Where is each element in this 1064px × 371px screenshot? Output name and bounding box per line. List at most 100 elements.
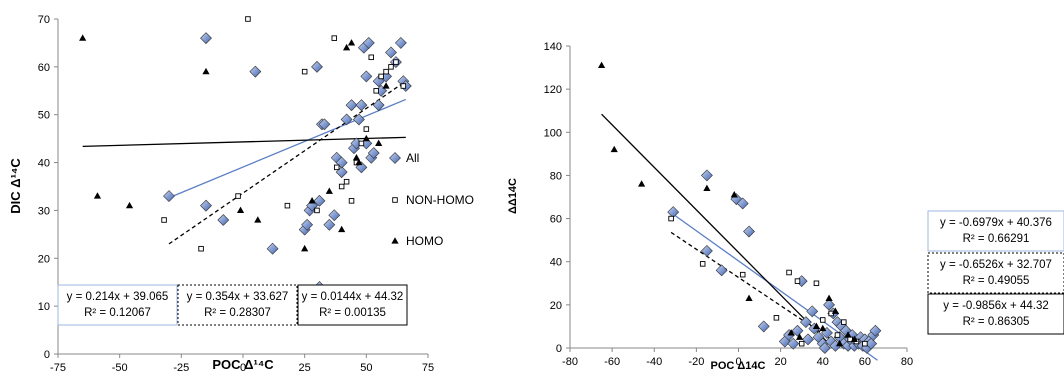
data-point <box>358 140 365 147</box>
data-point <box>862 340 868 347</box>
series-homo <box>597 61 858 347</box>
y-axis-title: ΔΔ14C <box>507 178 519 214</box>
data-point <box>825 294 833 301</box>
x-axis-title: POC Δ14C <box>711 360 766 371</box>
series-homo <box>79 34 390 252</box>
data-point <box>836 339 844 347</box>
data-point <box>360 70 373 83</box>
data-point <box>400 83 407 89</box>
data-point <box>736 197 749 210</box>
data-point <box>347 39 356 46</box>
x-tick-label: 25 <box>299 362 311 371</box>
data-point <box>834 332 841 338</box>
data-point <box>340 113 353 126</box>
data-point <box>700 169 713 182</box>
x-tick-label: -80 <box>562 356 578 368</box>
legend-item-homo: HOMO <box>391 234 443 248</box>
equation-box-frame <box>927 252 1064 294</box>
data-point <box>715 264 728 277</box>
data-point <box>348 198 355 204</box>
data-point <box>323 218 336 231</box>
data-point <box>819 324 827 332</box>
legend-item-all: All <box>389 151 419 165</box>
equation-box-frame <box>927 210 1064 252</box>
equation-box-frame <box>57 284 178 326</box>
data-point <box>235 193 241 199</box>
data-point <box>743 225 755 238</box>
legend-label: HOMO <box>406 234 443 248</box>
trendline-equation: y = -0.6526x + 32.707 <box>940 259 1052 271</box>
data-point <box>363 126 370 132</box>
y-axis-title: DIC Δ¹⁴C <box>8 158 23 214</box>
data-point <box>338 183 345 190</box>
data-point <box>355 158 363 166</box>
data-point <box>394 37 407 49</box>
data-point <box>794 278 801 284</box>
data-point <box>345 99 358 112</box>
chart-right: 0 20 40 60 80 100 120 140 -80 -60 -40 -20 0 20 40 60 80 P… <box>507 41 1064 371</box>
data-point <box>333 164 340 171</box>
data-point <box>202 67 210 75</box>
data-point <box>217 214 230 226</box>
data-point <box>200 32 212 45</box>
data-point <box>703 184 711 191</box>
data-point <box>301 68 308 75</box>
y-tick-label: 60 <box>550 214 562 226</box>
data-point <box>791 324 804 337</box>
axes: 0 20 40 60 80 100 120 140 -80 -60 -40 -20 0 20 40 60 80 <box>544 41 913 368</box>
y-tick-label: 0 <box>44 349 50 361</box>
y-tick-label: 140 <box>544 41 562 53</box>
legend-marker <box>392 197 398 203</box>
trendline-equation: y = 0.0144x + 44.32 <box>302 291 404 303</box>
y-tick-label: 80 <box>550 170 562 182</box>
data-point <box>352 153 361 161</box>
data-point <box>343 178 350 185</box>
equation-box-all: y = 0.214x + 39.065 R² = 0.12067 <box>57 284 178 326</box>
data-point <box>798 340 805 347</box>
trendline-equation: y = 0.214x + 39.065 <box>67 291 169 303</box>
data-point <box>820 317 826 323</box>
data-point <box>841 319 847 325</box>
legend-marker <box>391 237 399 244</box>
data-point <box>757 320 770 333</box>
data-point <box>198 245 204 252</box>
trendline-non-homo <box>168 80 407 245</box>
legend-label: NON-HOMO <box>406 193 474 207</box>
data-point <box>355 99 368 112</box>
data-point <box>812 322 821 330</box>
equation-box-non-homo: y = -0.6526x + 32.707 R² = 0.49055 <box>927 252 1064 294</box>
x-tick-label: 60 <box>859 356 871 368</box>
trendline-r2: R² = 0.28307 <box>204 307 271 319</box>
legend: All NON-HOMO HOMO <box>389 151 474 248</box>
data-point <box>125 201 134 209</box>
data-point <box>638 180 646 187</box>
y-tick-label: 70 <box>38 14 50 26</box>
equation-box-homo: y = -0.9856x + 44.32 R² = 0.86305 <box>927 293 1064 335</box>
data-point <box>869 324 882 337</box>
data-point <box>385 46 397 59</box>
y-tick-label: 120 <box>544 84 562 96</box>
x-tick-label: 75 <box>422 362 434 371</box>
data-point <box>301 244 309 252</box>
data-point <box>699 261 706 267</box>
y-tick-label: 20 <box>550 300 562 312</box>
data-point <box>802 333 814 346</box>
data-point <box>367 147 380 159</box>
data-point <box>786 269 792 276</box>
equation-box-all: y = -0.6979x + 40.376 R² = 0.66291 <box>927 210 1064 252</box>
data-point <box>787 329 795 336</box>
trendline-r2: R² = 0.66291 <box>963 233 1030 245</box>
data-point <box>787 337 800 350</box>
x-tick-label: 40 <box>817 356 829 368</box>
data-point <box>799 316 812 329</box>
trendline-all <box>168 98 407 199</box>
data-point <box>325 187 333 194</box>
data-point <box>382 82 390 89</box>
x-tick-label: 0 <box>240 362 246 371</box>
y-tick-label: 10 <box>38 301 50 313</box>
y-tick-label: 30 <box>38 205 50 217</box>
data-point <box>328 209 341 222</box>
x-tick-label: 50 <box>360 362 372 371</box>
y-tick-label: 50 <box>38 110 50 122</box>
data-point <box>745 294 753 301</box>
